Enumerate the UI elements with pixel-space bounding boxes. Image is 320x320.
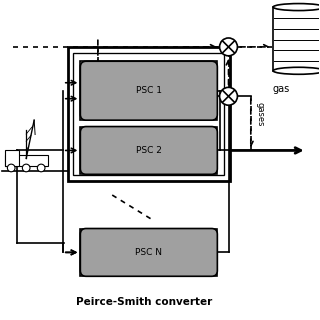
Text: Peirce-Smith converter: Peirce-Smith converter [76,297,212,307]
Circle shape [22,164,30,172]
Circle shape [220,87,237,105]
Ellipse shape [273,67,320,74]
Text: gas: gas [272,84,290,93]
Circle shape [37,164,45,172]
Circle shape [7,164,15,172]
Ellipse shape [273,4,320,11]
Text: gases: gases [256,101,265,126]
FancyBboxPatch shape [80,61,217,120]
Bar [80,126,217,174]
Bar [73,52,224,175]
Text: PSC 2: PSC 2 [136,146,162,155]
Bar [68,47,230,181]
Circle shape [220,38,237,56]
Text: PSC N: PSC N [135,248,162,257]
Bar [80,61,217,120]
Text: PSC 1: PSC 1 [136,86,162,95]
Bar [80,228,217,276]
FancyBboxPatch shape [80,228,217,276]
FancyBboxPatch shape [80,126,217,174]
Bar [5,155,49,166]
Bar [5,150,19,166]
